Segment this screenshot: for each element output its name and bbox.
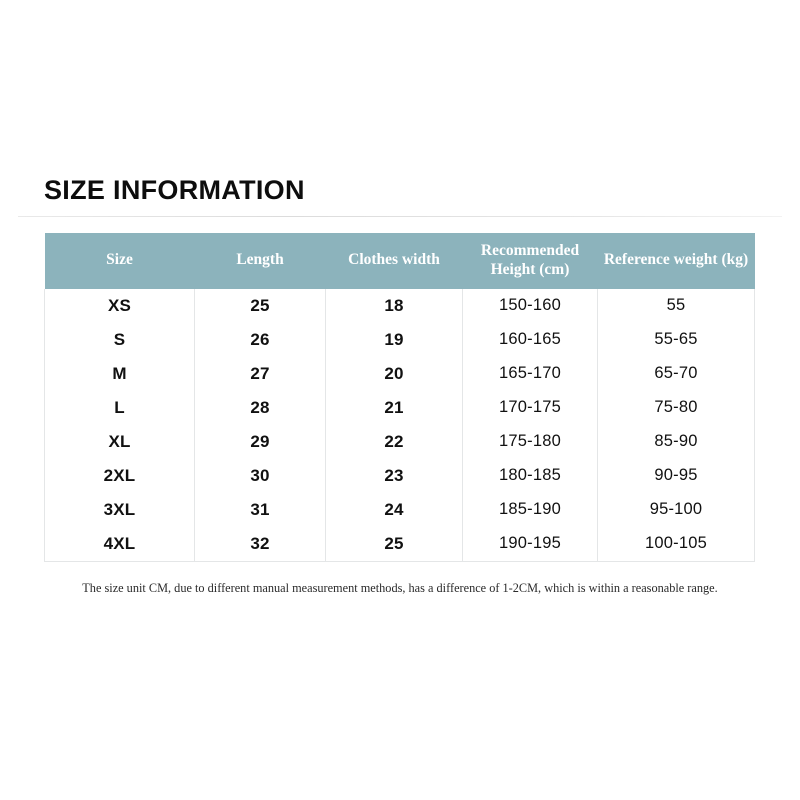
cell-clothes-width: 19 <box>325 322 463 357</box>
table-row: L 28 21 170-175 75-80 <box>44 390 755 425</box>
cell-size: XS <box>44 288 195 323</box>
size-table: Size Length Clothes width Recommended He… <box>44 232 755 562</box>
cell-reference-weight: 90-95 <box>597 458 755 493</box>
cell-recommended-height: 165-170 <box>462 356 598 391</box>
cell-recommended-height: 160-165 <box>462 322 598 357</box>
cell-length: 29 <box>194 424 326 459</box>
cell-recommended-height: 150-160 <box>462 288 598 323</box>
column-header-length: Length <box>194 232 326 289</box>
cell-recommended-height: 185-190 <box>462 492 598 527</box>
page-title: SIZE INFORMATION <box>44 175 305 205</box>
cell-reference-weight: 55 <box>597 288 755 323</box>
table-row: M 27 20 165-170 65-70 <box>44 356 755 391</box>
cell-length: 28 <box>194 390 326 425</box>
cell-length: 31 <box>194 492 326 527</box>
size-table-body: XS 25 18 150-160 55 S 26 19 160-165 55-6… <box>44 288 755 562</box>
cell-recommended-height: 175-180 <box>462 424 598 459</box>
cell-size: M <box>44 356 195 391</box>
table-row: XL 29 22 175-180 85-90 <box>44 424 755 459</box>
table-row: 4XL 32 25 190-195 100-105 <box>44 526 755 562</box>
cell-length: 26 <box>194 322 326 357</box>
cell-size: 4XL <box>44 526 195 562</box>
cell-recommended-height: 180-185 <box>462 458 598 493</box>
table-row: 2XL 30 23 180-185 90-95 <box>44 458 755 493</box>
cell-recommended-height: 190-195 <box>462 526 598 562</box>
cell-clothes-width: 18 <box>325 288 463 323</box>
cell-size: 2XL <box>44 458 195 493</box>
cell-reference-weight: 95-100 <box>597 492 755 527</box>
size-information-card: SIZE INFORMATION Size Length Clothes wid… <box>18 150 782 597</box>
cell-size: L <box>44 390 195 425</box>
cell-reference-weight: 55-65 <box>597 322 755 357</box>
cell-clothes-width: 21 <box>325 390 463 425</box>
cell-clothes-width: 24 <box>325 492 463 527</box>
cell-clothes-width: 20 <box>325 356 463 391</box>
column-header-clothes-width: Clothes width <box>325 232 463 289</box>
size-table-head: Size Length Clothes width Recommended He… <box>44 232 755 289</box>
cell-size: S <box>44 322 195 357</box>
cell-clothes-width: 23 <box>325 458 463 493</box>
cell-size: XL <box>44 424 195 459</box>
title-divider <box>18 215 782 217</box>
cell-length: 30 <box>194 458 326 493</box>
cell-size: 3XL <box>44 492 195 527</box>
table-row: 3XL 31 24 185-190 95-100 <box>44 492 755 527</box>
cell-clothes-width: 25 <box>325 526 463 562</box>
cell-recommended-height: 170-175 <box>462 390 598 425</box>
size-table-container: Size Length Clothes width Recommended He… <box>18 232 782 562</box>
column-header-reference-weight: Reference weight (kg) <box>597 232 755 289</box>
column-header-recommended-height: Recommended Height (cm) <box>462 232 598 289</box>
cell-length: 25 <box>194 288 326 323</box>
cell-clothes-width: 22 <box>325 424 463 459</box>
cell-reference-weight: 85-90 <box>597 424 755 459</box>
measurement-disclaimer: The size unit CM, due to different manua… <box>82 580 718 595</box>
table-row: XS 25 18 150-160 55 <box>44 288 755 323</box>
table-header-row: Size Length Clothes width Recommended He… <box>44 232 755 289</box>
cell-reference-weight: 75-80 <box>597 390 755 425</box>
cell-length: 27 <box>194 356 326 391</box>
cell-reference-weight: 65-70 <box>597 356 755 391</box>
cell-length: 32 <box>194 526 326 562</box>
table-row: S 26 19 160-165 55-65 <box>44 322 755 357</box>
cell-reference-weight: 100-105 <box>597 526 755 562</box>
column-header-size: Size <box>44 232 195 289</box>
